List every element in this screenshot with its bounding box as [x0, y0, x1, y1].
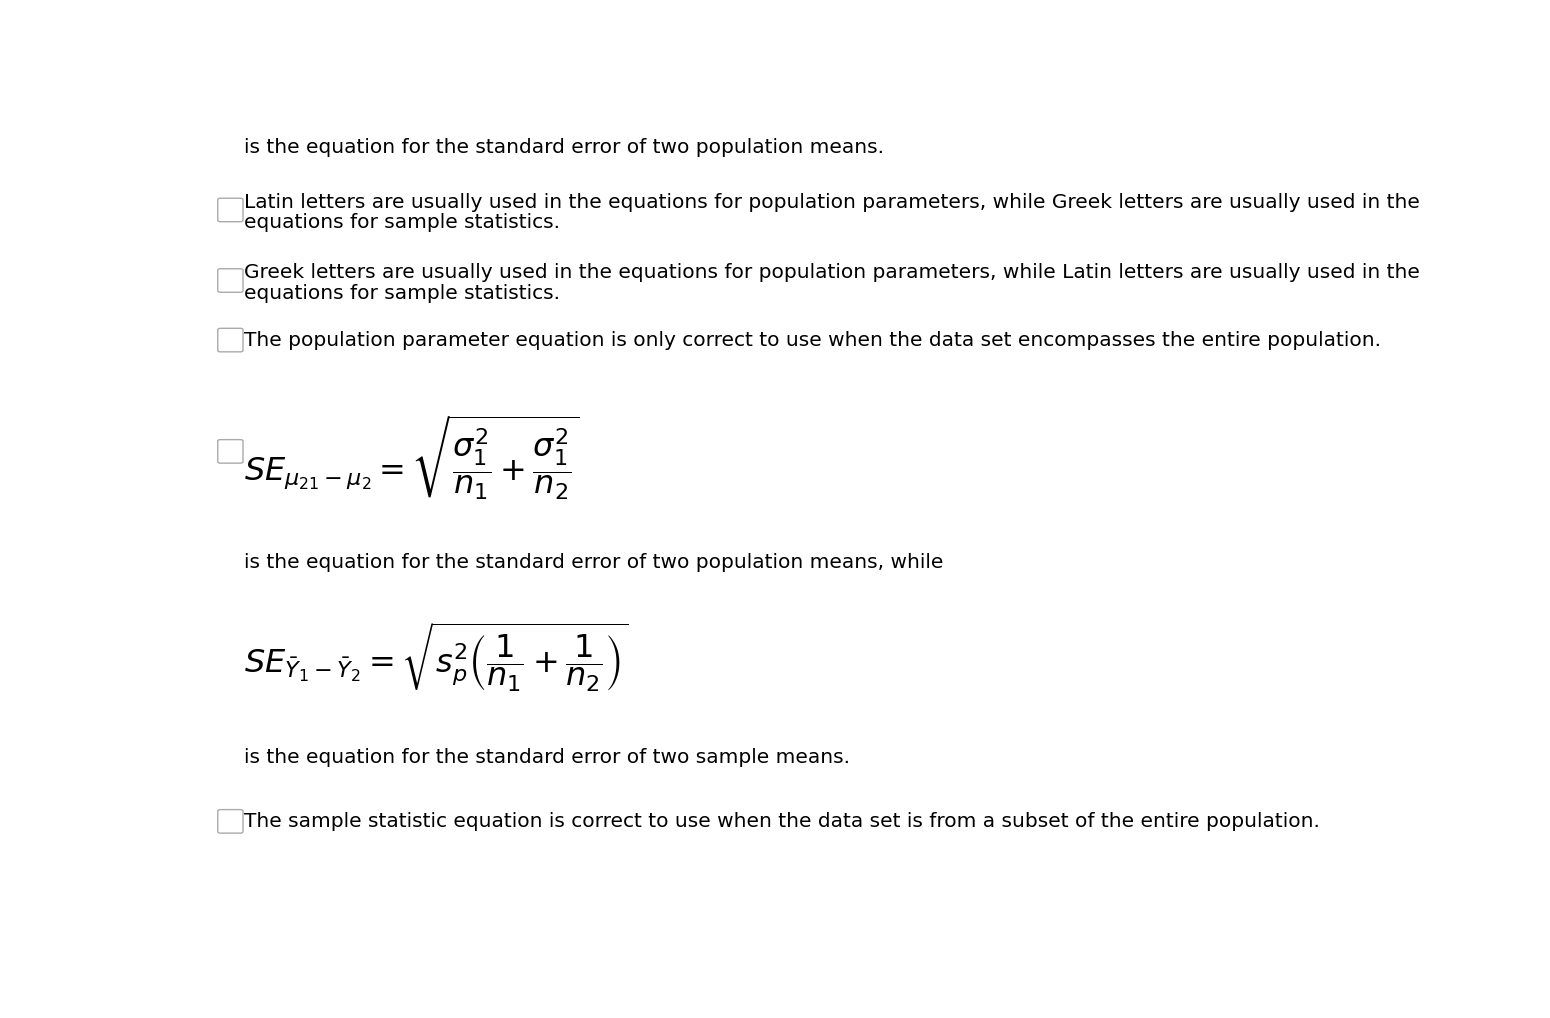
- FancyBboxPatch shape: [217, 440, 243, 463]
- FancyBboxPatch shape: [217, 809, 243, 833]
- Text: Latin letters are usually used in the equations for population parameters, while: Latin letters are usually used in the eq…: [245, 192, 1420, 212]
- Text: The population parameter equation is only correct to use when the data set encom: The population parameter equation is onl…: [245, 331, 1381, 349]
- Text: $SE_{\mu_{21}-\mu_2} = \sqrt{\dfrac{\sigma_1^2}{n_1} + \dfrac{\sigma_1^2}{n_2}}$: $SE_{\mu_{21}-\mu_2} = \sqrt{\dfrac{\sig…: [245, 413, 580, 502]
- Text: Greek letters are usually used in the equations for population parameters, while: Greek letters are usually used in the eq…: [245, 264, 1420, 282]
- Text: equations for sample statistics.: equations for sample statistics.: [245, 284, 560, 302]
- FancyBboxPatch shape: [217, 269, 243, 292]
- FancyBboxPatch shape: [217, 199, 243, 222]
- Text: equations for sample statistics.: equations for sample statistics.: [245, 213, 560, 232]
- Text: The sample statistic equation is correct to use when the data set is from a subs: The sample statistic equation is correct…: [245, 812, 1321, 831]
- FancyBboxPatch shape: [217, 329, 243, 352]
- Text: is the equation for the standard error of two population means.: is the equation for the standard error o…: [245, 137, 883, 157]
- Text: is the equation for the standard error of two population means, while: is the equation for the standard error o…: [245, 553, 944, 572]
- Text: is the equation for the standard error of two sample means.: is the equation for the standard error o…: [245, 747, 851, 767]
- Text: $SE_{\bar{Y}_1 - \bar{Y}_2} = \sqrt{s_p^2\left(\dfrac{1}{n_1} + \dfrac{1}{n_2}\r: $SE_{\bar{Y}_1 - \bar{Y}_2} = \sqrt{s_p^…: [245, 620, 629, 693]
